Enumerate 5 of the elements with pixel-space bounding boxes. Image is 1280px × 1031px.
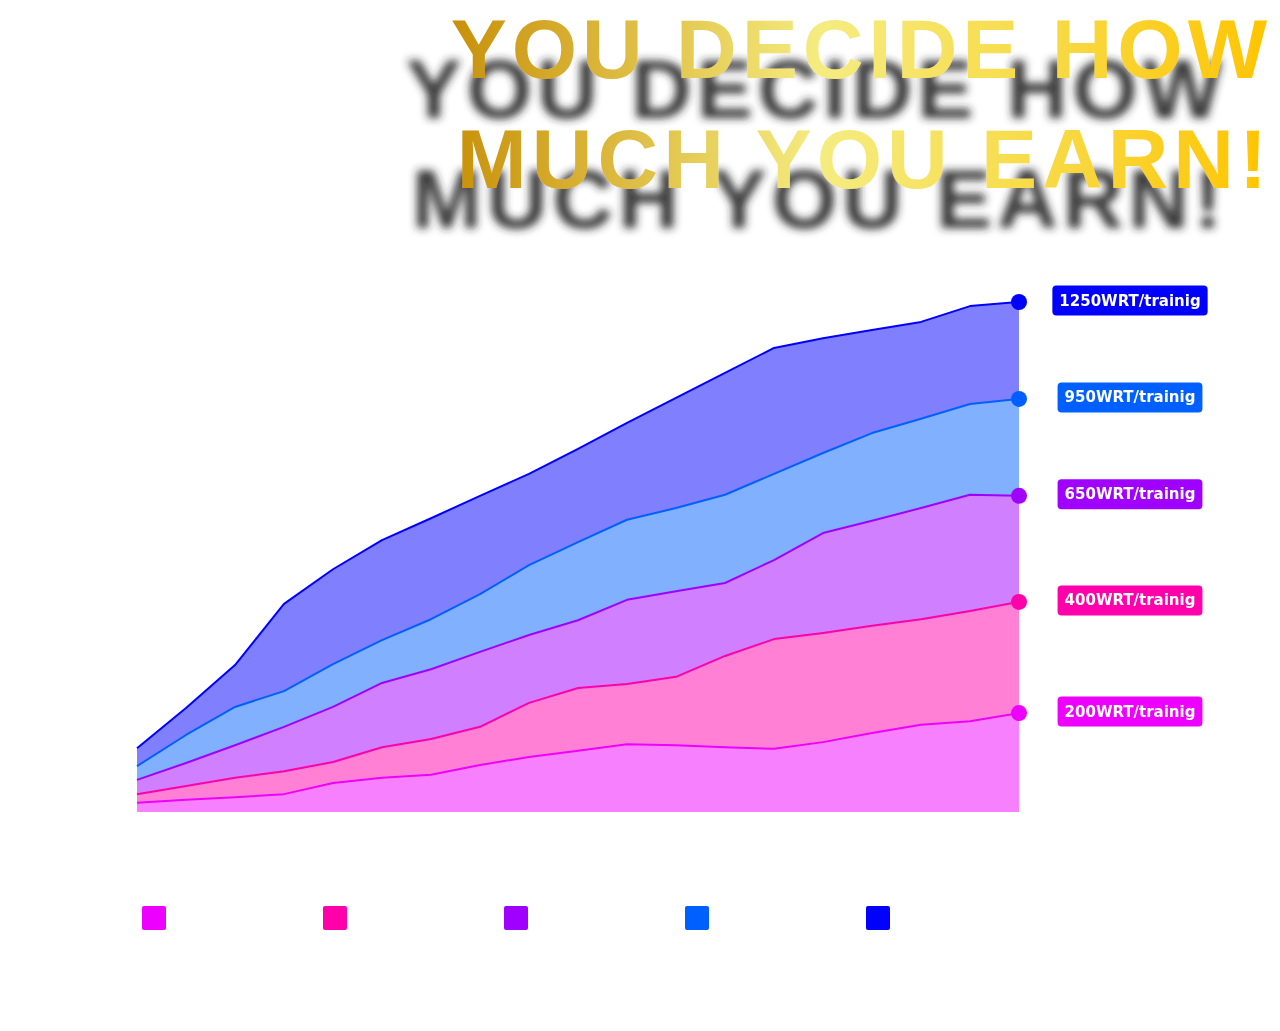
text: 950WRT/trainig	[1064, 388, 1196, 407]
text: 1250WRT/trainig	[1059, 291, 1201, 310]
text: 650WRT/trainig	[1064, 485, 1196, 504]
text: 400WRT/trainig	[1064, 591, 1196, 610]
text: 200WRT/trainig	[1064, 702, 1196, 721]
